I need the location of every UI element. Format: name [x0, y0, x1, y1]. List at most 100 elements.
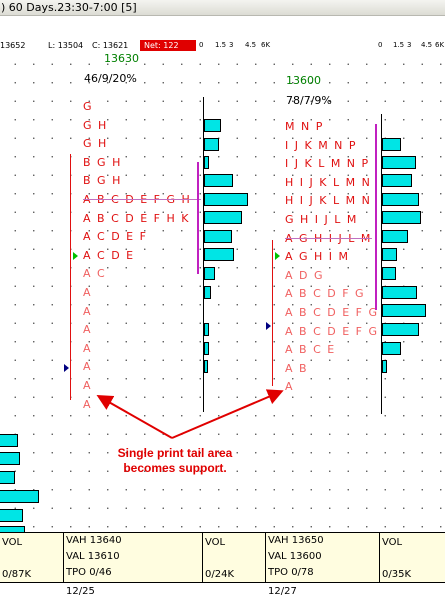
annotation-text: Single print tail area becomes support.: [100, 446, 250, 476]
vol-total: 0/87K: [2, 569, 32, 580]
tpo-row: A G H I J L M: [285, 231, 372, 245]
tpo-row: A B C D E F G H I: [83, 193, 202, 206]
volume-bar: [382, 360, 387, 373]
tpo-row: G: [83, 100, 94, 113]
tpo-value: TPO 0/46: [66, 567, 112, 578]
tpo-row: H I J K L M N: [285, 194, 372, 208]
annotation-line-2: becomes support.: [123, 461, 227, 475]
profile-2-stats: 78/7/9%: [286, 94, 332, 107]
tpo-row: A B C D E F G: [285, 324, 379, 338]
val-value: VAL 13600: [268, 551, 322, 562]
tpo-value: TPO 0/78: [268, 567, 314, 578]
vol-tick: 1.5: [215, 41, 227, 49]
volume-bar: [382, 286, 417, 299]
net-value: Net: 122: [140, 40, 196, 51]
vol-label: VOL: [382, 537, 403, 548]
volume-bar: [204, 323, 209, 336]
title-bar[interactable]: ) 60 Days.23:30-7:00 [5]: [0, 0, 445, 16]
profile-1-stats: 46/9/20%: [84, 72, 137, 85]
volume-bar: [204, 248, 234, 261]
profile-2-volume-cell: VOL 0/35K: [380, 533, 445, 583]
date-axis: 12/25 12/27: [0, 582, 445, 608]
tpo-row: I J K M N P: [285, 138, 358, 152]
profile-2-close-marker: [266, 322, 271, 330]
profile-2-volume-axis: [381, 114, 382, 414]
volume-bar: [382, 304, 426, 317]
profile-1-open-marker: [73, 252, 78, 260]
tpo-row: A: [83, 397, 93, 411]
tpo-row: A: [83, 304, 93, 318]
profile-1-value-area-line: [197, 162, 199, 274]
tpo-row: A C: [83, 267, 107, 281]
window-title: ) 60 Days.23:30-7:00 [5]: [1, 1, 137, 14]
date-label: 12/27: [268, 586, 297, 597]
vol-tick: 6K: [435, 41, 445, 49]
profile-1-volume-cell: VOL 0/24K: [203, 533, 266, 583]
annotation-arrows: [96, 389, 284, 439]
tpo-row: A G H I M: [285, 250, 350, 264]
tpo-row: A: [83, 360, 93, 374]
vol-tick: 6K: [261, 41, 271, 49]
profile-1-stats-cell: VAH 13640 VAL 13610 TPO 0/46: [64, 533, 203, 583]
tpo-row: G H I J L M: [285, 213, 358, 226]
volume-bar: [0, 490, 39, 503]
tpo-row: H I J K L M N: [285, 175, 372, 189]
volume-bar: [382, 138, 401, 151]
profile-1-range-line: [70, 154, 71, 400]
tpo-row: G H: [83, 137, 108, 151]
profile-2-range-line: [272, 240, 273, 386]
dot-grid: [0, 52, 445, 532]
annotation-line-1: Single print tail area: [117, 446, 233, 460]
tpo-row: A D G: [285, 268, 325, 282]
volume-bar: [382, 342, 401, 355]
vol-tick: 0: [378, 41, 383, 49]
tpo-row: A: [285, 380, 295, 394]
volume-bar: [204, 360, 208, 373]
profile-2-price: 13600: [286, 74, 321, 87]
tpo-row: A: [83, 341, 93, 355]
val-value: VAL 13610: [66, 551, 120, 562]
tpo-row: A B C D F G: [285, 287, 366, 301]
volume-bar: [382, 248, 397, 261]
tpo-row: A B C D E F G: [285, 306, 379, 319]
tpo-row: M N P: [285, 120, 324, 133]
profile-info-bar: VOL 0/87K VAH 13640 VAL 13610 TPO 0/46 V…: [0, 532, 445, 583]
profile-plot[interactable]: 13630 46/9/20% 13600 78/7/9% G G H G H B G …: [0, 52, 445, 532]
vol-tick: 3: [407, 41, 412, 49]
tpo-row: G H: [83, 118, 108, 132]
profile-2-value-area-line: [375, 124, 377, 310]
tpo-row: A: [83, 379, 93, 392]
volume-bar: [204, 267, 215, 280]
tpo-row: A: [83, 286, 93, 299]
tpo-row: A C D E: [83, 248, 135, 262]
volume-bar: [204, 156, 209, 169]
volume-bar: [204, 119, 221, 132]
vol-label: VOL: [2, 537, 23, 548]
vol-label: VOL: [205, 537, 226, 548]
volume-bar: [382, 230, 408, 243]
close-value: C: 13621: [92, 41, 129, 50]
volume-bar: [382, 193, 419, 206]
tpo-row: A B C D E F H K: [83, 211, 190, 225]
volume-bar: [204, 174, 233, 187]
tpo-row: I J K L M N P: [285, 157, 370, 171]
open-value: 13652: [0, 41, 26, 50]
tpo-row: B G H: [83, 174, 122, 188]
vol-tick: 4.5: [245, 41, 257, 49]
tpo-row: A: [83, 323, 93, 337]
volume-bar: [382, 267, 396, 280]
volume-bar: [204, 211, 242, 224]
volume-bar: [0, 434, 18, 447]
profile-1-close-marker: [64, 364, 69, 372]
volume-bar: [382, 156, 416, 169]
date-label: 12/25: [66, 586, 95, 597]
vol-total: 0/35K: [382, 569, 412, 580]
quote-strip: 13652 L: 13504 C: 13621 Net: 122: [0, 40, 198, 51]
tpo-row: A B C E: [285, 343, 336, 357]
volume-bar: [0, 452, 20, 465]
volume-bar: [204, 193, 248, 206]
volume-bar: [0, 509, 23, 522]
vol-tick: 0: [199, 41, 204, 49]
tpo-row: A B: [285, 361, 309, 375]
vah-value: VAH 13640: [66, 535, 122, 546]
